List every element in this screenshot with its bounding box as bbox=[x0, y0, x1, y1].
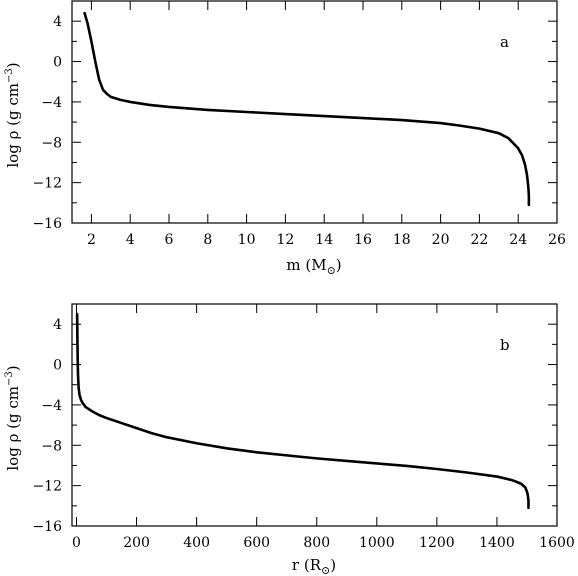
panel-a-ylabel-exponent: −3 bbox=[4, 68, 15, 83]
panel-a-xlabel-text: m (M bbox=[286, 256, 326, 274]
panel-a-y-tick-label: 4 bbox=[53, 14, 62, 30]
panel-a-y-tick-label: −8 bbox=[41, 135, 62, 151]
panel-b-y-tick-label: −8 bbox=[41, 438, 62, 454]
panel-b-ticks bbox=[72, 304, 558, 527]
panel-a-density-curve bbox=[83, 11, 531, 207]
panel-b-x-tick-label: 400 bbox=[183, 535, 210, 551]
panel-a-x-tick-label: 6 bbox=[165, 232, 174, 248]
panel-b-y-tick-label: 4 bbox=[53, 317, 62, 333]
panel-b-letter: b bbox=[500, 336, 510, 354]
panel-b-y-tick-label: −16 bbox=[32, 519, 62, 535]
panel-b-x-tick-label: 1000 bbox=[359, 535, 395, 551]
panel-a-ylabel-close: ) bbox=[4, 62, 22, 68]
panel-b-x-tick-label: 1400 bbox=[479, 535, 515, 551]
panel-a-y-tick-label: −16 bbox=[32, 216, 62, 232]
panel-b-frame bbox=[71, 303, 558, 527]
panel-a-x-tick-label: 10 bbox=[238, 232, 256, 248]
panel-b-density-curve bbox=[75, 312, 530, 510]
panel-a-x-tick-label: 26 bbox=[548, 232, 566, 248]
panel-a-letter: a bbox=[500, 33, 509, 51]
panel-a-x-tick-label: 8 bbox=[203, 232, 212, 248]
panel-a-ylabel-text: log ρ (g cm bbox=[4, 83, 22, 168]
panel-b-y-tick-label: −12 bbox=[32, 479, 62, 495]
panel-a-frame bbox=[71, 0, 558, 224]
panel-a-ticks bbox=[72, 1, 558, 224]
panel-a-y-tick-label: 0 bbox=[53, 55, 62, 71]
panel-b-xlabel-close: ) bbox=[330, 556, 336, 574]
panel-a-xlabel-close: ) bbox=[336, 256, 342, 274]
panel-a-y-tick-label: −4 bbox=[41, 95, 62, 111]
panel-b-x-tick-label: 1200 bbox=[419, 535, 455, 551]
panel-b-ylabel-exponent: −3 bbox=[4, 371, 15, 386]
panel-b-x-tick-label: 800 bbox=[303, 535, 330, 551]
panel-b-ylabel-close: ) bbox=[4, 365, 22, 371]
panel-b-xlabel-text: r (R bbox=[292, 556, 322, 574]
panel-b-x-tick-label: 200 bbox=[123, 535, 150, 551]
panel-a-x-tick-label: 16 bbox=[354, 232, 372, 248]
panel-b-y-tick-label: 0 bbox=[53, 358, 62, 374]
panel-a-x-tick-label: 2 bbox=[87, 232, 96, 248]
panel-b: 0 200 400 600 800 1000 1200 1400 1600 4 0 −4 −8 −12 −1… bbox=[4, 303, 575, 576]
panel-a-x-axis-label: m (M⊙) bbox=[286, 256, 341, 277]
panel-b-xlabel-sun-symbol: ⊙ bbox=[321, 564, 330, 576]
panel-b-x-tick-label: 600 bbox=[243, 535, 270, 551]
panel-b-x-tick-label: 1600 bbox=[539, 535, 575, 551]
panel-b-tick-labels: 0 200 400 600 800 1000 1200 1400 1600 4 0 −4 −8 −12 −1… bbox=[32, 317, 574, 551]
panel-a-x-tick-label: 18 bbox=[393, 232, 411, 248]
panel-a-x-tick-label: 4 bbox=[126, 232, 135, 248]
panel-b-x-tick-label: 0 bbox=[72, 535, 81, 551]
panel-a-xlabel-sun-symbol: ⊙ bbox=[327, 264, 336, 277]
panel-a-y-axis-label: log ρ (g cm−3) bbox=[4, 62, 22, 167]
panel-a-x-tick-label: 22 bbox=[470, 232, 488, 248]
panel-b-y-axis-label: log ρ (g cm−3) bbox=[4, 365, 22, 470]
panel-b-ylabel-text: log ρ (g cm bbox=[4, 386, 22, 471]
panel-a-x-tick-label: 24 bbox=[509, 232, 527, 248]
panel-b-x-axis-label: r (R⊙) bbox=[292, 556, 336, 576]
panel-a-x-tick-label: 12 bbox=[276, 232, 294, 248]
panel-a-y-tick-label: −12 bbox=[32, 176, 62, 192]
panel-a-x-tick-label: 20 bbox=[432, 232, 450, 248]
panel-b-y-tick-label: −4 bbox=[41, 398, 62, 414]
panel-a-x-tick-label: 14 bbox=[315, 232, 333, 248]
